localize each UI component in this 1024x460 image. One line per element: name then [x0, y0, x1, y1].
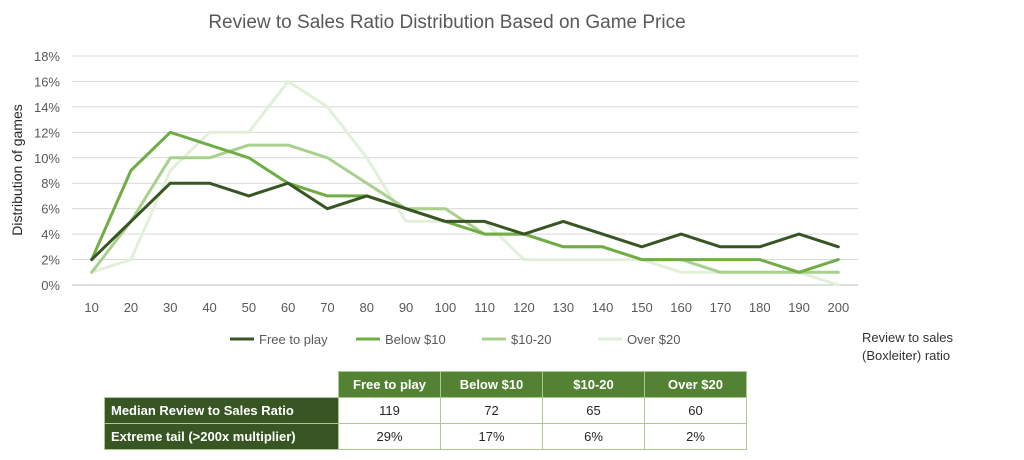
x-tick-label: 50: [242, 300, 256, 315]
y-tick-label: 18%: [34, 49, 60, 64]
y-tick-label: 12%: [34, 125, 60, 140]
row-header-median-ratio: Median Review to Sales Ratio: [104, 397, 339, 424]
table-cell: 17%: [440, 423, 543, 450]
y-tick-label: 14%: [34, 100, 60, 115]
table-cell: 65: [542, 397, 645, 424]
series-line-free-to-play: [90, 181, 840, 262]
x-tick-label: 110: [474, 300, 495, 315]
legend-label-10-20: $10-20: [511, 332, 551, 347]
column-header-below-10: Below $10: [440, 371, 543, 398]
summary-table: Free to play Below $10 $10-20 Over $20 M…: [104, 371, 747, 450]
table-header-row: Free to play Below $10 $10-20 Over $20: [105, 371, 747, 398]
chart-title: Review to Sales Ratio Distribution Based…: [208, 12, 685, 33]
x-tick-label: 10: [84, 300, 98, 315]
x-tick-label: 130: [552, 300, 574, 315]
table-cell: 60: [644, 397, 747, 424]
legend-label-free-to-play: Free to play: [259, 332, 328, 347]
table-cell: 6%: [542, 423, 645, 450]
x-axis-label: Review to sales (Boxleiter) ratio: [862, 330, 954, 363]
table-corner: [105, 372, 339, 398]
x-tick-label: 40: [202, 300, 216, 315]
y-tick-label: 16%: [34, 74, 60, 89]
x-tick-label: 30: [163, 300, 177, 315]
table-cell: 2%: [644, 423, 747, 450]
row-header-extreme-tail: Extreme tail (>200x multiplier): [104, 423, 339, 450]
x-tick-label: 160: [670, 300, 692, 315]
x-tick-label: 170: [710, 300, 732, 315]
x-tick-label: 190: [788, 300, 810, 315]
y-axis-ticks: 0% 2% 4% 6% 8% 10% 12% 14% 16% 18%: [34, 49, 60, 293]
x-tick-label: 140: [592, 300, 614, 315]
y-tick-label: 6%: [41, 202, 60, 217]
legend-label-over-20: Over $20: [627, 332, 680, 347]
line-chart: Review to Sales Ratio Distribution Based…: [9, 12, 858, 347]
column-header-free-to-play: Free to play: [338, 371, 441, 398]
x-tick-label: 180: [749, 300, 771, 315]
x-tick-label: 70: [320, 300, 334, 315]
table-cell: 29%: [338, 423, 441, 450]
x-tick-label: 200: [827, 300, 849, 315]
table-row: Extreme tail (>200x multiplier) 29% 17% …: [104, 423, 747, 450]
x-tick-label: 150: [631, 300, 653, 315]
series-lines: [90, 79, 840, 287]
y-axis-label: Distribution of games: [9, 104, 25, 236]
legend-label-below-10: Below $10: [385, 332, 446, 347]
gridlines: [72, 55, 858, 286]
table-cell: 119: [338, 397, 441, 424]
y-tick-label: 10%: [34, 151, 60, 166]
x-tick-label: 20: [124, 300, 138, 315]
x-tick-label: 100: [434, 300, 456, 315]
y-tick-label: 0%: [41, 278, 60, 293]
table-row: Median Review to Sales Ratio 119 72 65 6…: [104, 397, 747, 424]
x-tick-label: 120: [513, 300, 535, 315]
legend: Free to play Below $10 $10-20 Over $20: [230, 332, 680, 347]
series-line-below-10: [90, 130, 840, 274]
y-tick-label: 8%: [41, 176, 60, 191]
y-tick-label: 4%: [41, 227, 60, 242]
column-header-10-20: $10-20: [542, 371, 645, 398]
x-tick-label: 60: [281, 300, 295, 315]
x-tick-label: 90: [399, 300, 413, 315]
table-cell: 72: [440, 397, 543, 424]
x-tick-label: 80: [360, 300, 374, 315]
column-header-over-20: Over $20: [644, 371, 747, 398]
y-tick-label: 2%: [41, 253, 60, 268]
x-axis-ticks: 10 20 30 40 50 60 70 80 90 100 110 120 130 140 150 160 1…: [84, 300, 849, 315]
